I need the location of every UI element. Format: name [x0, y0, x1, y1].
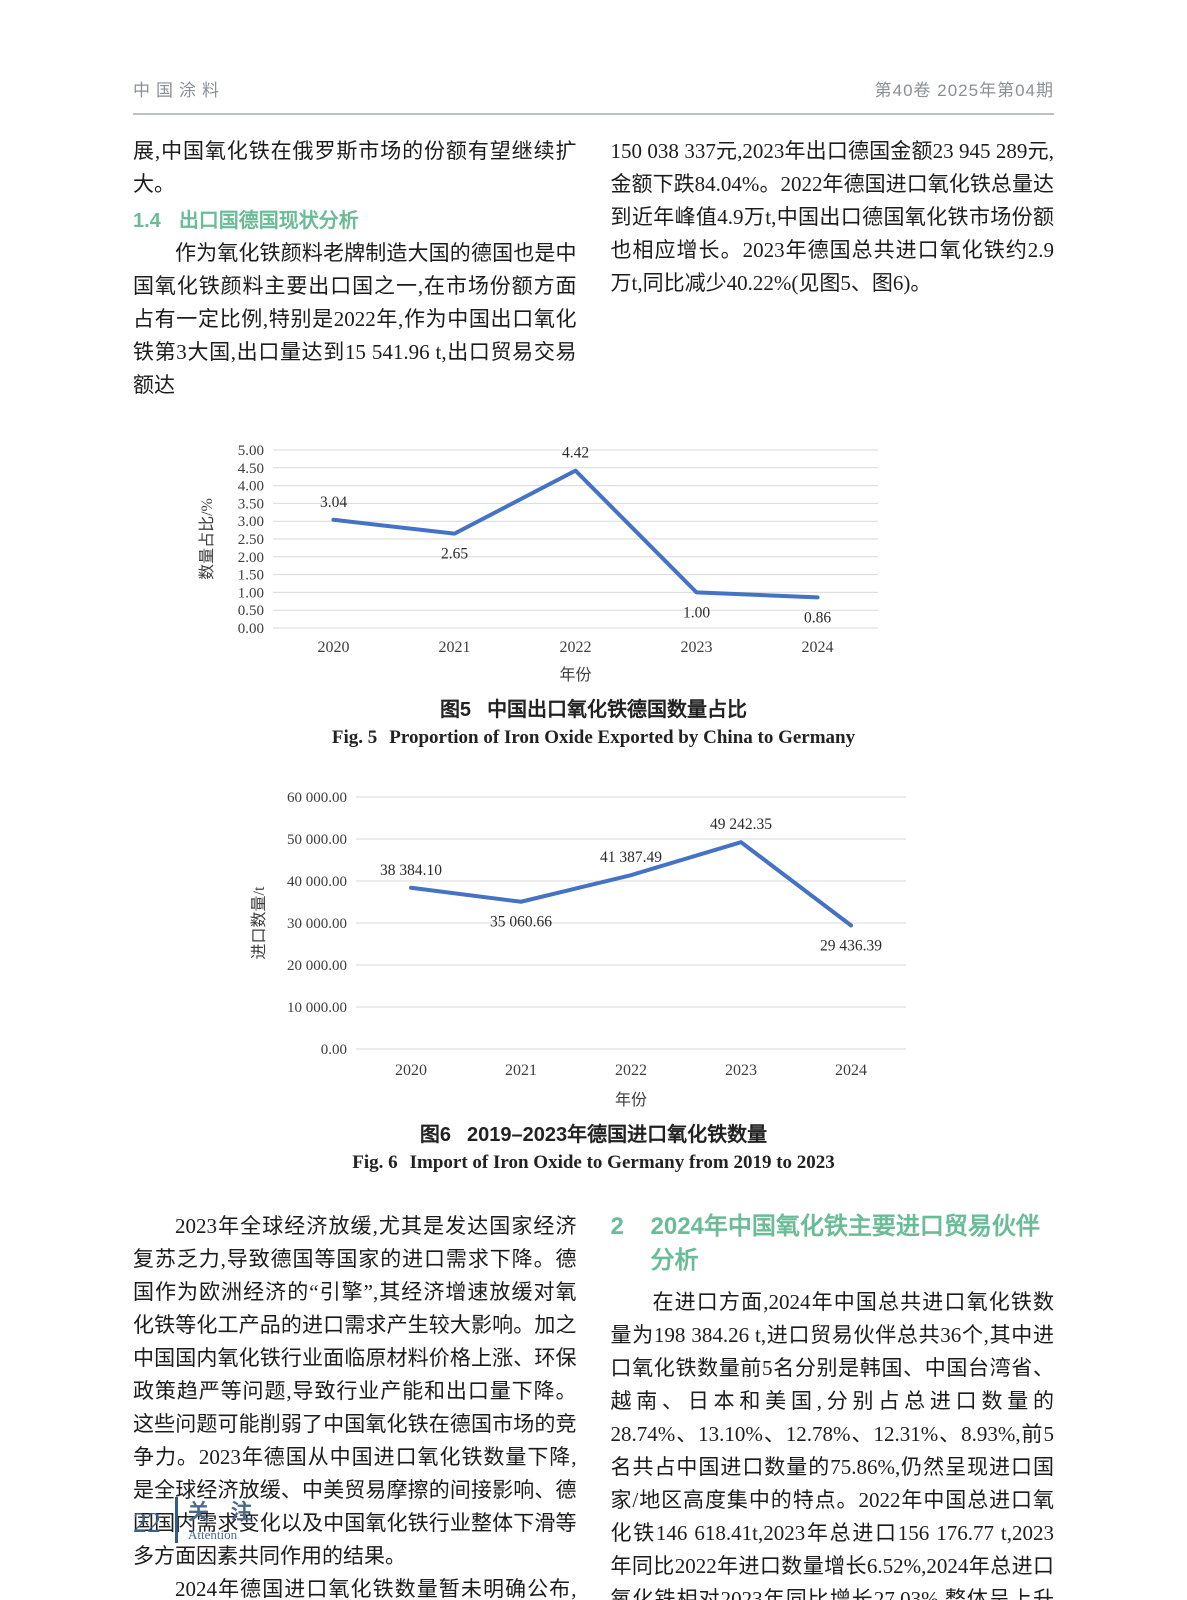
top-right-column: 150 038 337元,2023年出口德国金额23 945 289元,金额下跌… [611, 135, 1055, 402]
page-header: 中国涂料 第40卷 2025年第04期 [133, 0, 1054, 115]
paragraph: 2024年德国进口氧化铁数量暂未明确公布,但2024年中国出口德国氧化铁仍呈现下… [175, 1577, 577, 1600]
svg-text:3.04: 3.04 [320, 494, 347, 511]
svg-text:0.00: 0.00 [321, 1042, 347, 1058]
svg-text:2.65: 2.65 [441, 546, 468, 563]
svg-text:进口数量/t: 进口数量/t [250, 886, 268, 959]
subsection-number: 1.4 [133, 210, 161, 232]
svg-text:4.50: 4.50 [238, 461, 264, 477]
svg-text:0.50: 0.50 [238, 603, 264, 619]
fig6-line-chart: 0.00 10 000.00 20 000.00 30 000.00 40 000.00… [238, 769, 1187, 1114]
svg-text:年份: 年份 [615, 1091, 647, 1109]
paragraph-continuation: 展,中国氧化铁在俄罗斯市场的份额有望继续扩大。 [133, 139, 577, 196]
svg-text:数量占比/%: 数量占比/% [198, 498, 216, 580]
svg-text:2.00: 2.00 [238, 550, 264, 566]
svg-text:1.50: 1.50 [238, 568, 264, 584]
section-title: 2024年中国氧化铁主要进口贸易伙伴分析 [650, 1213, 1040, 1274]
svg-text:38 384.10: 38 384.10 [380, 862, 442, 879]
bottom-left-column: 2023年全球经济放缓,尤其是发达国家经济复苏乏力,导致德国等国家的进口需求下降… [133, 1210, 577, 1600]
svg-text:1.00: 1.00 [683, 604, 710, 621]
svg-text:2020: 2020 [318, 639, 350, 656]
paragraph: 150 038 337元,2023年出口德国金额23 945 289元,金额下跌… [610, 139, 1055, 295]
svg-text:2021: 2021 [505, 1062, 537, 1079]
svg-text:50 000.00: 50 000.00 [287, 832, 347, 848]
fig6-caption-zh-label: 图6 [419, 1124, 451, 1146]
fig5-caption: 图5 中国出口氧化铁德国数量占比 Fig. 5 Proportion of Iron… [0, 693, 1187, 749]
svg-text:2.50: 2.50 [238, 532, 264, 548]
svg-text:40 000.00: 40 000.00 [287, 874, 347, 890]
fig6-plot: 0.00 10 000.00 20 000.00 30 000.00 40 000.00… [238, 769, 1187, 1114]
journal-title: 中国涂料 [133, 81, 225, 100]
svg-text:3.50: 3.50 [238, 496, 264, 512]
fig6-caption-zh-text: 2019–2023年德国进口氧化铁数量 [467, 1124, 768, 1146]
svg-text:5.00: 5.00 [238, 443, 264, 459]
fig5-line-chart: 0.00 0.50 1.00 1.50 2.00 2.50 3.00 3.50 4.00 4.50… [188, 436, 1187, 689]
bottom-right-column: 2 2024年中国氧化铁主要进口贸易伙伴分析 在进口方面,2024年中国总共进口… [611, 1210, 1055, 1600]
paragraph: 2023年全球经济放缓,尤其是发达国家经济复苏乏力,导致德国等国家的进口需求下降… [133, 1214, 577, 1568]
svg-text:10 000.00: 10 000.00 [287, 1000, 347, 1016]
svg-text:41 387.49: 41 387.49 [600, 849, 662, 866]
fig5-caption-zh-label: 图5 [439, 699, 472, 721]
svg-text:35 060.66: 35 060.66 [490, 914, 552, 931]
svg-text:年份: 年份 [559, 666, 591, 684]
fig5-caption-zh-text: 中国出口氧化铁德国数量占比 [487, 699, 748, 721]
svg-text:60 000.00: 60 000.00 [287, 790, 347, 806]
fig6-caption-en-label: Fig. 6 [352, 1152, 398, 1173]
svg-text:0.00: 0.00 [238, 621, 264, 637]
subsection-title: 出口国德国现状分析 [178, 210, 359, 232]
svg-text:4.42: 4.42 [562, 445, 589, 462]
paragraph: 在进口方面,2024年中国总共进口氧化铁数量为198 384.26 t,进口贸易… [610, 1290, 1055, 1600]
footer-divider [175, 1496, 178, 1543]
footer-section-en: Attention [188, 1527, 238, 1542]
svg-text:2021: 2021 [439, 639, 471, 656]
svg-text:49 242.35: 49 242.35 [710, 816, 772, 833]
footer-section-zh: 关注 [188, 1501, 274, 1524]
top-left-column: 展,中国氧化铁在俄罗斯市场的份额有望继续扩大。 1.4 出口国德国现状分析 作为氧… [133, 135, 577, 402]
fig5-caption-en-text: Proportion of Iron Oxide Exported by Chi… [389, 727, 856, 748]
section-number: 2 [610, 1213, 624, 1240]
svg-text:4.00: 4.00 [238, 479, 264, 495]
svg-text:2020: 2020 [395, 1062, 427, 1079]
page-footer: 22 关注 Attention [133, 1496, 274, 1543]
bottom-columns: 2023年全球经济放缓,尤其是发达国家经济复苏乏力,导致德国等国家的进口需求下降… [133, 1210, 1054, 1600]
fig6-caption-en-text: Import of Iron Oxide to Germany from 201… [409, 1152, 835, 1173]
paragraph: 作为氧化铁颜料老牌制造大国的德国也是中国氧化铁颜料主要出口国之一,在市场份额方面… [133, 241, 577, 397]
svg-text:1.00: 1.00 [238, 585, 264, 601]
svg-text:29 436.39: 29 436.39 [820, 937, 882, 954]
page-number: 22 [133, 1507, 161, 1539]
svg-text:2023: 2023 [725, 1062, 757, 1079]
section-heading-2: 2 2024年中国氧化铁主要进口贸易伙伴分析 [611, 1210, 1055, 1278]
svg-text:2023: 2023 [681, 639, 713, 656]
svg-text:2024: 2024 [802, 639, 834, 656]
fig5-caption-en-label: Fig. 5 [331, 727, 378, 748]
svg-text:0.86: 0.86 [804, 609, 831, 626]
fig6-caption: 图6 2019–2023年德国进口氧化铁数量 Fig. 6 Import of Ir… [0, 1118, 1187, 1174]
svg-text:3.00: 3.00 [238, 514, 264, 530]
svg-text:30 000.00: 30 000.00 [287, 916, 347, 932]
fig5-plot: 0.00 0.50 1.00 1.50 2.00 2.50 3.00 3.50 4.00 4.50… [188, 436, 1187, 689]
svg-text:2022: 2022 [560, 639, 592, 656]
top-columns: 展,中国氧化铁在俄罗斯市场的份额有望继续扩大。 1.4 出口国德国现状分析 作为氧… [133, 135, 1054, 402]
svg-text:2024: 2024 [835, 1062, 867, 1079]
svg-text:20 000.00: 20 000.00 [287, 958, 347, 974]
svg-text:2022: 2022 [615, 1062, 647, 1079]
volume-issue: 第40卷 2025年第04期 [874, 81, 1054, 100]
subsection-heading-1-4: 1.4 出口国德国现状分析 [133, 204, 577, 233]
